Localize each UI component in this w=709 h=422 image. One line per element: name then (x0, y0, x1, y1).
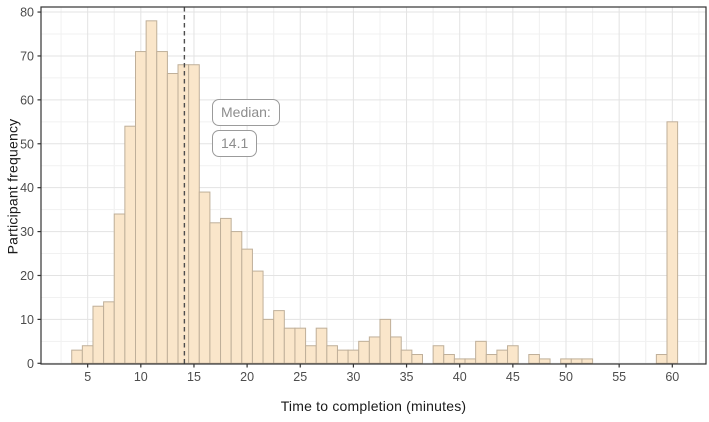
histogram-bar (411, 354, 423, 364)
histogram-bar (71, 349, 83, 364)
histogram-bar (379, 318, 392, 364)
y-axis-tick-label: 40 (20, 181, 34, 195)
histogram-bar (464, 358, 477, 364)
panel-border (40, 6, 707, 365)
histogram-bar (177, 64, 190, 364)
x-axis-tick-label: 5 (84, 370, 91, 384)
y-axis-tick-label: 50 (20, 137, 34, 151)
histogram-bar (326, 345, 338, 364)
x-axis-title: Time to completion (minutes) (280, 398, 467, 414)
histogram-bar (315, 327, 328, 364)
x-axis-tick-label: 20 (240, 370, 254, 384)
histogram-bar (400, 349, 413, 364)
histogram-bar (283, 327, 296, 364)
histogram-bar (209, 222, 222, 364)
x-axis-tick-label: 10 (134, 370, 148, 384)
histogram-bar (496, 349, 509, 364)
histogram-bar (475, 340, 487, 364)
y-axis-tick-label: 0 (27, 357, 34, 371)
histogram-bar (560, 358, 572, 364)
histogram-bar (230, 231, 243, 364)
histogram-bar (453, 358, 466, 364)
histogram-bar (156, 51, 168, 364)
histogram-bar (166, 73, 179, 364)
histogram-bar (135, 51, 147, 364)
y-axis-title: Participant frequency (4, 118, 21, 255)
histogram-bar (666, 121, 679, 364)
histogram-bar (528, 354, 540, 364)
histogram-bar (145, 20, 158, 364)
y-axis-tick-label: 60 (20, 93, 34, 107)
histogram-bar (294, 327, 307, 364)
histogram-bar (368, 336, 381, 364)
histogram-bar (336, 349, 349, 364)
histogram-bar (81, 345, 94, 364)
histogram-bar (347, 349, 360, 364)
histogram-bar (538, 358, 551, 364)
histogram-bar (113, 213, 126, 364)
y-axis-tick-label: 20 (20, 269, 34, 283)
histogram-bar (241, 248, 253, 364)
histogram-bar (655, 354, 668, 364)
y-axis-tick-label: 10 (20, 313, 34, 327)
histogram-bar (198, 191, 211, 364)
histogram-bar (570, 358, 583, 364)
x-axis-tick-label: 50 (559, 370, 573, 384)
histogram-bar (188, 64, 200, 364)
median-annotation-value: 14.1 (212, 130, 258, 157)
histogram-bar (220, 217, 232, 364)
histogram-bar (124, 125, 137, 364)
histogram-bar (103, 301, 115, 364)
histogram-bar (581, 358, 594, 364)
histogram-bar (443, 354, 455, 364)
x-axis-tick-label: 15 (187, 370, 201, 384)
histogram-bar (390, 336, 402, 364)
x-axis-tick-label: 40 (453, 370, 467, 384)
histogram-bar (358, 340, 370, 364)
x-axis-tick-label: 25 (293, 370, 307, 384)
histogram-bar (507, 345, 519, 364)
x-axis-tick-label: 60 (665, 370, 679, 384)
histogram-bar (92, 305, 105, 364)
histogram-bar (262, 318, 275, 364)
y-axis-tick-label: 30 (20, 225, 34, 239)
histogram-bar (251, 270, 264, 364)
x-axis-tick-label: 45 (506, 370, 520, 384)
y-axis-tick-label: 70 (20, 49, 34, 63)
histogram-bar (432, 345, 445, 364)
histogram-bar (273, 310, 285, 364)
x-axis-tick-label: 55 (612, 370, 626, 384)
x-axis-tick-label: 30 (346, 370, 360, 384)
histogram-bar (305, 345, 317, 364)
y-axis-tick-label: 80 (20, 6, 34, 20)
histogram-bar (485, 354, 498, 364)
median-annotation-label: Median: (212, 99, 280, 126)
x-axis-tick-label: 35 (400, 370, 414, 384)
